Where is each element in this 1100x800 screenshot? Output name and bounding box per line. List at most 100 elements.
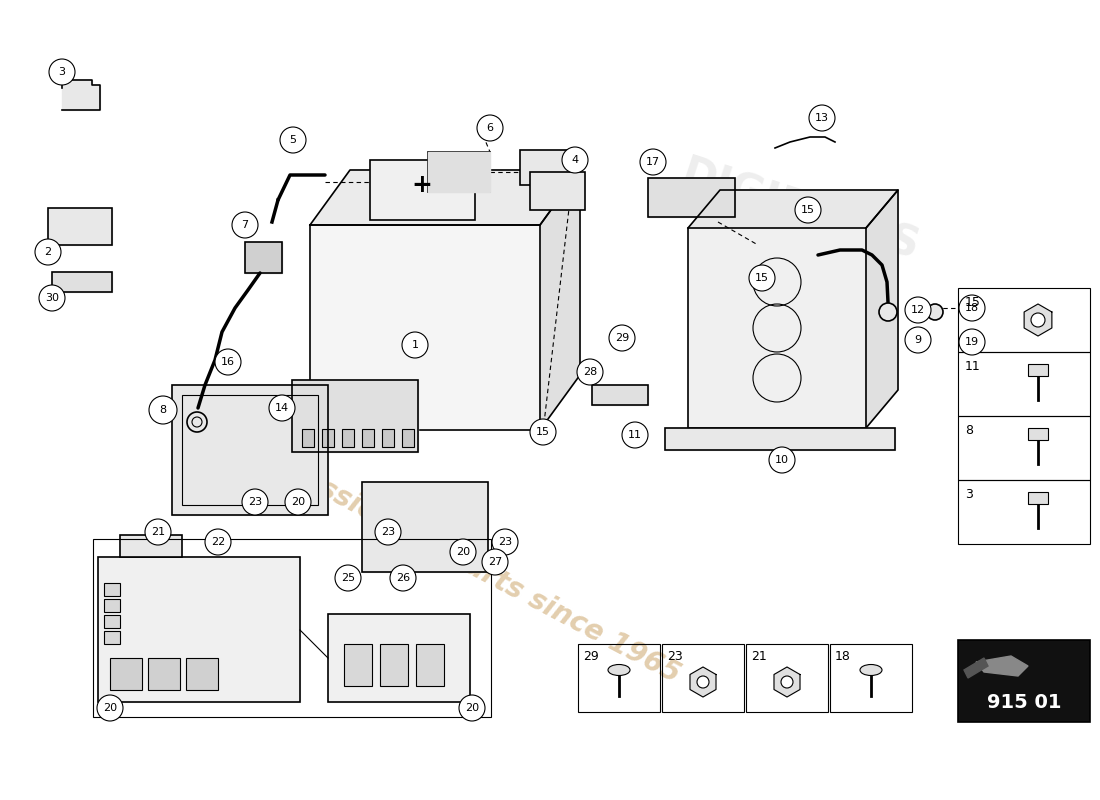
- Polygon shape: [370, 160, 475, 220]
- Text: 23: 23: [498, 537, 513, 547]
- Bar: [1028, 492, 1048, 504]
- Polygon shape: [310, 225, 540, 430]
- Bar: [958, 352, 1090, 416]
- Text: 9: 9: [914, 335, 922, 345]
- Bar: [370, 160, 475, 220]
- Polygon shape: [690, 667, 716, 697]
- Polygon shape: [62, 80, 100, 110]
- Bar: [958, 480, 1090, 544]
- Circle shape: [336, 565, 361, 591]
- Bar: [302, 429, 313, 447]
- Bar: [1028, 364, 1048, 376]
- Text: 23: 23: [667, 650, 683, 662]
- Circle shape: [214, 349, 241, 375]
- Text: 4: 4: [571, 155, 579, 165]
- Bar: [104, 599, 120, 612]
- Polygon shape: [540, 170, 580, 430]
- Text: a passion for parts since 1965: a passion for parts since 1965: [255, 442, 685, 688]
- Text: 16: 16: [221, 357, 235, 367]
- Bar: [746, 644, 828, 712]
- Circle shape: [280, 127, 306, 153]
- Circle shape: [285, 489, 311, 515]
- Polygon shape: [310, 170, 580, 225]
- Text: 19: 19: [965, 337, 979, 347]
- Circle shape: [39, 285, 65, 311]
- Circle shape: [697, 676, 710, 688]
- Text: 18: 18: [965, 303, 979, 313]
- Bar: [688, 228, 866, 428]
- Bar: [148, 658, 180, 690]
- Circle shape: [477, 115, 503, 141]
- Polygon shape: [362, 482, 488, 572]
- Text: 7: 7: [241, 220, 249, 230]
- Bar: [428, 152, 490, 192]
- Polygon shape: [976, 656, 1028, 676]
- Text: 15: 15: [536, 427, 550, 437]
- Circle shape: [459, 695, 485, 721]
- Circle shape: [35, 239, 60, 265]
- Polygon shape: [964, 658, 988, 678]
- Circle shape: [232, 212, 258, 238]
- Circle shape: [375, 519, 402, 545]
- Circle shape: [1031, 313, 1045, 327]
- Circle shape: [492, 529, 518, 555]
- Text: 29: 29: [615, 333, 629, 343]
- Bar: [310, 225, 540, 430]
- Polygon shape: [292, 380, 418, 452]
- Bar: [322, 429, 334, 447]
- Circle shape: [145, 519, 170, 545]
- Text: 30: 30: [45, 293, 59, 303]
- Bar: [186, 658, 218, 690]
- Text: 23: 23: [381, 527, 395, 537]
- Bar: [379, 644, 408, 686]
- Bar: [958, 640, 1090, 722]
- Text: 20: 20: [465, 703, 480, 713]
- Bar: [592, 385, 648, 405]
- Circle shape: [769, 447, 795, 473]
- Text: 17: 17: [646, 157, 660, 167]
- Text: 21: 21: [151, 527, 165, 537]
- Polygon shape: [1024, 304, 1052, 336]
- Bar: [344, 644, 372, 686]
- Text: 11: 11: [628, 430, 642, 440]
- Bar: [52, 272, 112, 292]
- Text: 22: 22: [211, 537, 226, 547]
- Circle shape: [562, 147, 588, 173]
- Circle shape: [242, 489, 268, 515]
- Text: 3: 3: [965, 487, 972, 501]
- Polygon shape: [688, 190, 898, 228]
- Bar: [94, 539, 491, 717]
- Text: 20: 20: [455, 547, 470, 557]
- Bar: [104, 615, 120, 628]
- Bar: [342, 429, 354, 447]
- Bar: [362, 482, 488, 572]
- Polygon shape: [245, 242, 282, 273]
- Bar: [662, 644, 744, 712]
- Ellipse shape: [608, 665, 630, 675]
- Text: 8: 8: [160, 405, 166, 415]
- Text: DIGIPARTS: DIGIPARTS: [675, 152, 924, 268]
- Text: 14: 14: [275, 403, 289, 413]
- Text: 13: 13: [815, 113, 829, 123]
- Polygon shape: [592, 385, 648, 405]
- Text: 15: 15: [965, 295, 981, 309]
- Bar: [520, 150, 575, 185]
- Text: 29: 29: [583, 650, 598, 662]
- Circle shape: [97, 695, 123, 721]
- Circle shape: [927, 304, 943, 320]
- Ellipse shape: [860, 665, 882, 675]
- Circle shape: [959, 329, 985, 355]
- Circle shape: [609, 325, 635, 351]
- Bar: [402, 429, 414, 447]
- Bar: [98, 557, 300, 702]
- Bar: [362, 429, 374, 447]
- Bar: [416, 644, 444, 686]
- Bar: [1028, 428, 1048, 440]
- Text: 10: 10: [776, 455, 789, 465]
- Text: 11: 11: [965, 359, 981, 373]
- Polygon shape: [648, 178, 735, 217]
- Text: 20: 20: [103, 703, 117, 713]
- Polygon shape: [666, 428, 895, 450]
- Circle shape: [187, 412, 207, 432]
- Circle shape: [879, 303, 896, 321]
